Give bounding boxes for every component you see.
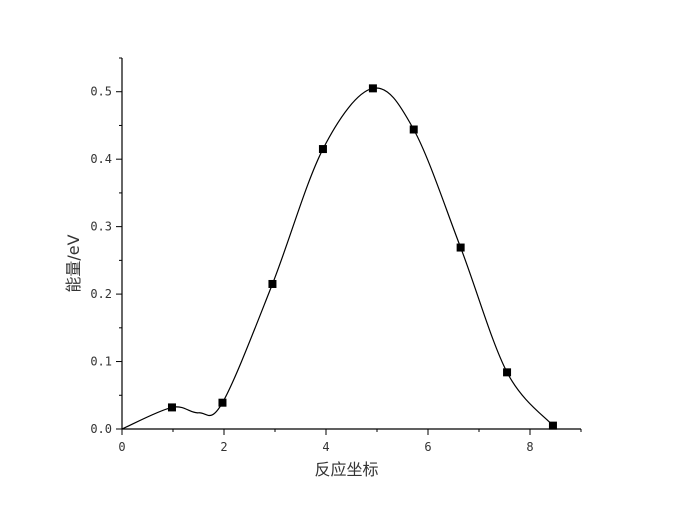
y-tick-label: 0.0: [90, 422, 112, 436]
energy-curve: [121, 87, 554, 430]
y-tick-label: 0.2: [90, 287, 112, 301]
axes-group: [121, 58, 581, 430]
x-tick-label: 6: [424, 440, 431, 454]
data-point: [368, 84, 377, 93]
x-axis-title: 反应坐标: [314, 460, 378, 479]
y-axis-title: 能量/eV: [64, 234, 83, 292]
y-ticks-group: 0.0 0.1 0.2 0.3 0.4 0.5: [90, 57, 122, 436]
x-ticks-group: 0 2 4 6 8: [118, 429, 582, 454]
y-tick-label: 0.3: [90, 220, 112, 234]
x-tick-label: 4: [322, 440, 329, 454]
curve-group: [121, 87, 554, 430]
y-tick-label: 0.5: [90, 85, 112, 99]
y-tick-label: 0.4: [90, 152, 112, 166]
x-tick-label: 0: [118, 440, 125, 454]
x-tick-label: 8: [526, 440, 533, 454]
data-point: [456, 243, 465, 252]
data-point: [167, 403, 176, 412]
points-group: [167, 84, 557, 430]
y-tick-label: 0.1: [90, 355, 112, 369]
data-point: [548, 421, 557, 430]
data-point: [318, 145, 327, 154]
data-point: [268, 279, 277, 288]
data-point: [503, 368, 512, 377]
data-point: [218, 398, 227, 407]
x-tick-label: 2: [220, 440, 227, 454]
data-point: [409, 125, 418, 134]
